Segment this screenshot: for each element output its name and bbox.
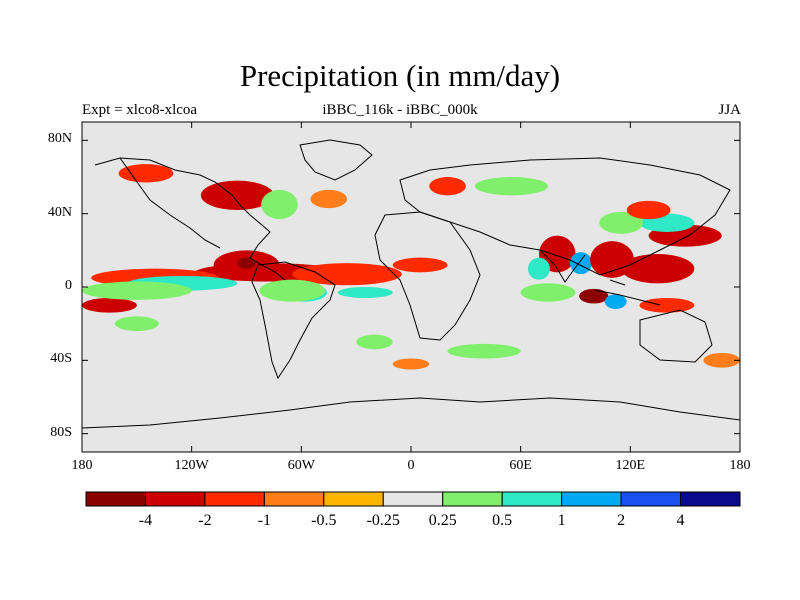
colorbar-box [144, 491, 206, 507]
coastlines [82, 139, 740, 429]
colorbar-label: -0.5 [311, 512, 337, 529]
anomaly-west-africa [392, 257, 448, 273]
colorbar-box [85, 491, 146, 507]
lon-label: 60E [509, 458, 532, 473]
anomaly-alaska-dry [118, 164, 174, 183]
south-america-coast [251, 261, 336, 380]
lon-label: 60W [287, 458, 315, 473]
lat-label: 0 [65, 278, 72, 293]
anomaly-atlantic-north [310, 189, 348, 209]
anomaly-china-wet [599, 211, 644, 234]
north-america-coast [94, 157, 286, 281]
anomaly-east-asia-dry [626, 200, 671, 220]
lat-label: 40N [47, 204, 72, 220]
colorbar-label: 2 [617, 512, 626, 529]
axis-ticks [81, 122, 741, 452]
anomaly-itcz-atlantic-east [292, 263, 402, 286]
colorbar-label: 4 [676, 512, 685, 529]
anomaly-russia-wet [474, 177, 549, 196]
map-title: Precipitation (in mm/day) [239, 58, 561, 93]
lat-label: 40S [50, 351, 72, 367]
experiment-label: Expt = xlco8-xlcoa [82, 102, 198, 118]
anomaly-north-america-dry [200, 180, 274, 210]
anomaly-us-east-wet [261, 189, 298, 220]
eurasia-coast [399, 157, 731, 276]
anomaly-south-indian [447, 343, 521, 359]
colorbar-box [442, 491, 503, 507]
lon-label: 120W [174, 458, 209, 473]
india-coast [539, 249, 586, 283]
colorbar-box [501, 491, 563, 507]
anomaly-west-pacific [82, 298, 137, 313]
africa-coast [374, 211, 481, 341]
colorbar-label: -4 [138, 512, 153, 529]
anomaly-south-pacific-spcz [114, 316, 159, 331]
anomaly-southern-ocean [392, 358, 430, 370]
anomaly-indian-ocean-wet [520, 283, 576, 302]
anomaly-india-wet [527, 257, 550, 280]
anomaly-south-atlantic [356, 334, 393, 350]
anomaly-atlantic-sh-wet [337, 287, 393, 298]
precip-anomaly-fields [82, 164, 740, 370]
antarctica-coast [82, 397, 740, 429]
anomaly-amazon-wet2 [259, 279, 326, 302]
anomaly-central-america [237, 257, 256, 269]
anomaly-indonesia-dry [579, 288, 609, 304]
anomaly-eq-pacific-wet2 [82, 281, 192, 300]
colorbar-box [382, 491, 444, 507]
colorbar-label: 0.5 [492, 512, 513, 529]
australia-coast [639, 309, 713, 363]
anomaly-australia-north [639, 298, 695, 313]
anomaly-west-pacific-dry [621, 253, 695, 284]
colorbar-label: -0.25 [366, 512, 400, 529]
north-america-west-coast [119, 157, 221, 249]
subtitle: iBBC_116k - iBBC_000k [322, 102, 478, 118]
anomaly-sw-pacific [703, 353, 740, 368]
colorbar-box [204, 491, 265, 507]
colorbar-box [561, 491, 622, 507]
season-label: JJA [718, 102, 741, 118]
indonesia-coast [594, 279, 661, 306]
anomaly-europe-dry [429, 177, 466, 196]
lon-label: 120E [615, 458, 646, 473]
colorbar-label: 0.25 [428, 512, 457, 529]
colorbar-label: -1 [257, 512, 272, 529]
colorbar-box [620, 491, 682, 507]
lon-label: 180 [729, 458, 751, 473]
lat-label: 80N [47, 131, 72, 147]
colorbar-label: 1 [557, 512, 566, 529]
lon-label: 180 [71, 458, 93, 473]
colorbar [85, 491, 741, 507]
colorbar-box [323, 491, 384, 507]
colorbar-box [263, 491, 325, 507]
lon-label: 0 [407, 458, 415, 473]
colorbar-label: -2 [198, 512, 212, 529]
lat-label: 80S [50, 424, 72, 440]
anomaly-maritime-wet [604, 294, 627, 309]
greenland-coast [299, 139, 373, 181]
colorbar-box [680, 491, 741, 507]
